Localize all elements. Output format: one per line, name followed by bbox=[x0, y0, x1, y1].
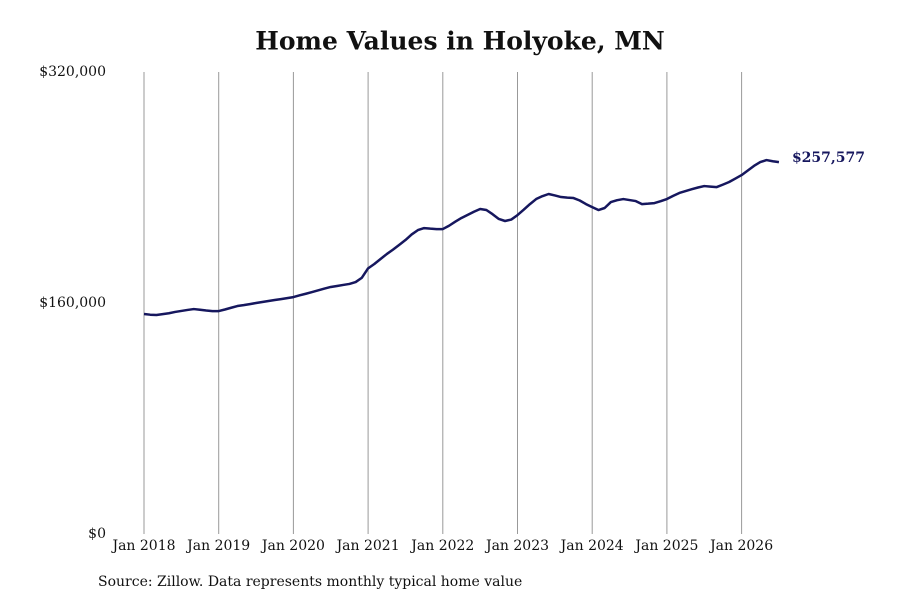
x-tick-label: Jan 2023 bbox=[484, 538, 549, 554]
x-tick-label: Jan 2024 bbox=[559, 538, 624, 554]
source-note: Source: Zillow. Data represents monthly … bbox=[98, 574, 522, 590]
x-tick-label: Jan 2026 bbox=[708, 538, 773, 554]
x-tick-label: Jan 2018 bbox=[110, 538, 175, 554]
chart-title: Home Values in Holyoke, MN bbox=[255, 27, 665, 56]
line bbox=[143, 158, 780, 317]
y-tick-label: $0 bbox=[88, 526, 106, 542]
value-label: $257,577 bbox=[792, 150, 865, 166]
x-tick-label: Jan 2021 bbox=[335, 538, 400, 554]
x-tick-label: Jan 2020 bbox=[260, 538, 325, 554]
x-tick-label: Jan 2025 bbox=[633, 538, 698, 554]
x-tick-label: Jan 2019 bbox=[185, 538, 250, 554]
y-tick-label: $320,000 bbox=[39, 64, 106, 80]
y-tick-label: $160,000 bbox=[39, 295, 106, 311]
x-tick-label: Jan 2022 bbox=[409, 538, 474, 554]
